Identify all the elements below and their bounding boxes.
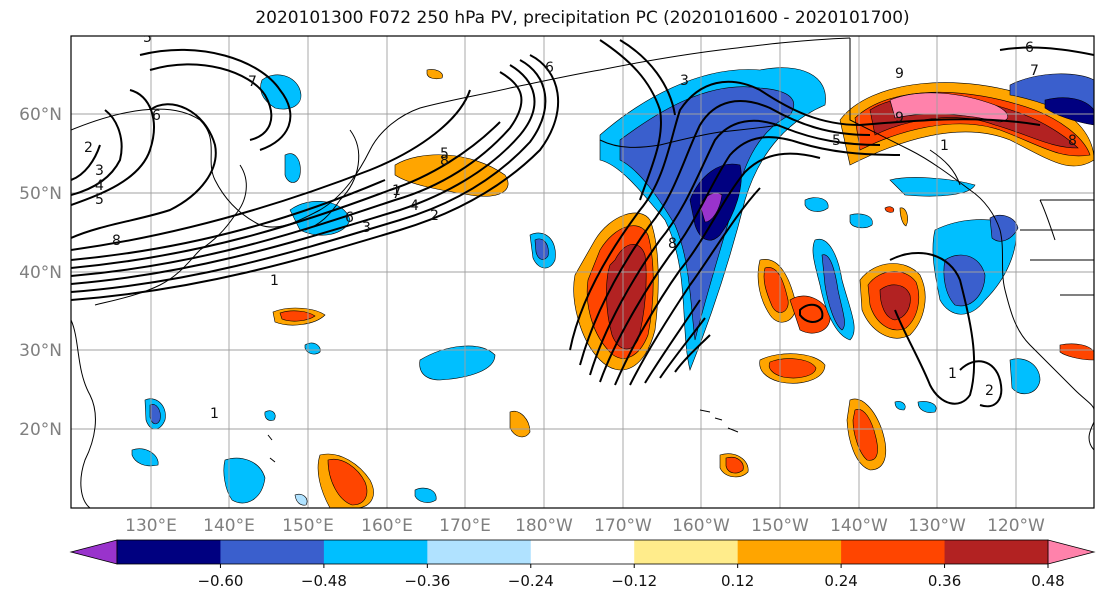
pv-contours [71,39,1094,408]
colorbar-tick-label: −0.48 [301,572,347,590]
lon-label: 170°E [439,516,491,536]
colorbar-segment [427,540,532,564]
colorbar-segment [737,540,842,564]
longitude-labels: 130°E 140°E 150°E 160°E 170°E 180°W 170°… [125,516,1045,536]
lon-label: 140°W [830,516,888,536]
contour-label: 2 [430,208,439,224]
lat-label: 50°N [19,184,62,204]
contour-label: 9 [895,110,904,126]
contour-label: 6 [152,108,161,124]
colorbar-tick-label: 0.24 [824,572,857,590]
map-border [70,35,1095,509]
lat-label: 40°N [19,263,62,283]
colorbar-tick-label: −0.12 [611,572,657,590]
contour-label: 1 [948,366,957,382]
contour-label: 8 [1068,133,1077,149]
lat-label: 60°N [19,105,62,125]
precipitation-shading [131,67,1094,508]
contour-label: 5 [143,30,152,46]
lon-label: 170°W [594,516,652,536]
colorbar-tick-label: −0.24 [508,572,554,590]
colorbar-extend-left [69,539,118,565]
contour-label: 8 [440,153,449,169]
lon-label: 150°W [751,516,809,536]
contour-label: 1 [940,138,949,154]
colorbar-extend-right [1047,539,1096,565]
colorbar-segment [220,540,325,564]
contour-label: 6 [545,60,554,76]
contour-label: 9 [895,66,904,82]
contour-label: 6 [345,210,354,226]
lat-label: 20°N [19,420,62,440]
contour-label: 7 [1030,63,1039,79]
lon-label: 150°E [282,516,334,536]
colorbar-segment [634,540,739,564]
colorbar: −0.60 −0.48 −0.36 −0.24 −0.12 0.12 0.24 0.36 0.4… [69,539,1096,590]
colorbar-segment [530,540,635,564]
contour-label: 1 [210,406,219,422]
contour-label: 1 [270,273,279,289]
lon-label: 130°W [908,516,966,536]
lon-label: 130°E [125,516,177,536]
contour-label: 5 [440,146,449,162]
contour-label: 2 [84,140,93,156]
contour-label: 5 [95,192,104,208]
contour-label: 7 [392,186,401,202]
lon-label: 160°E [361,516,413,536]
contour-labels: 5 7 6 2 3 4 5 8 1 7 6 5 4 3 2 1 8 3 8 9 … [84,30,1077,422]
contour-label: 6 [1025,40,1034,56]
coastlines [71,37,1094,508]
contour-label: 3 [680,73,689,89]
contour-label: 8 [668,236,677,252]
colorbar-tick-label: 0.48 [1031,572,1064,590]
colorbar-segment [323,540,428,564]
contour-label: 5 [832,133,841,149]
colorbar-tick-label: −0.60 [197,572,243,590]
colorbar-border [116,539,1049,565]
lat-label: 30°N [19,341,62,361]
colorbar-tick-label: −0.36 [404,572,450,590]
contour-label: 7 [248,74,257,90]
colorbar-segment [944,540,1049,564]
lon-label: 160°W [672,516,730,536]
map-title: 2020101300 F072 250 hPa PV, precipitatio… [255,8,910,28]
contour-label: 4 [95,178,104,194]
colorbar-segment [841,540,946,564]
contour-label: 1 [392,183,401,199]
colorbar-segment [117,540,221,564]
contour-label: 2 [985,383,994,399]
contour-label: 4 [410,198,419,214]
latitude-labels: 60°N 50°N 40°N 30°N 20°N [19,105,62,440]
colorbar-tick-label: 0.12 [721,572,754,590]
lon-label: 120°W [987,516,1045,536]
contour-label: 3 [362,220,371,236]
lon-label: 140°E [203,516,255,536]
contour-label: 8 [112,233,121,249]
colorbar-tick-label: 0.36 [928,572,961,590]
contour-label: 3 [95,163,104,179]
lon-label: 180°W [515,516,573,536]
